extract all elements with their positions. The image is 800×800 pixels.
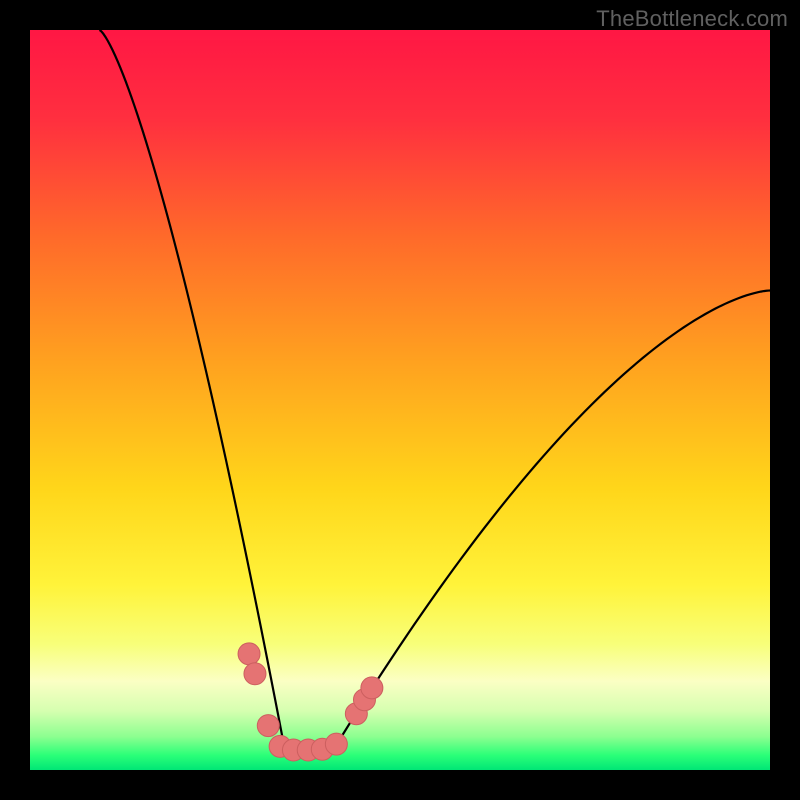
- gradient-background: [30, 30, 770, 770]
- data-marker: [244, 663, 266, 685]
- plot-svg: [30, 30, 770, 770]
- watermark-text: TheBottleneck.com: [596, 6, 788, 32]
- plot-area: [30, 30, 770, 770]
- data-marker: [325, 733, 347, 755]
- data-marker: [238, 643, 260, 665]
- data-marker: [257, 715, 279, 737]
- data-marker: [361, 677, 383, 699]
- chart-frame: TheBottleneck.com: [0, 0, 800, 800]
